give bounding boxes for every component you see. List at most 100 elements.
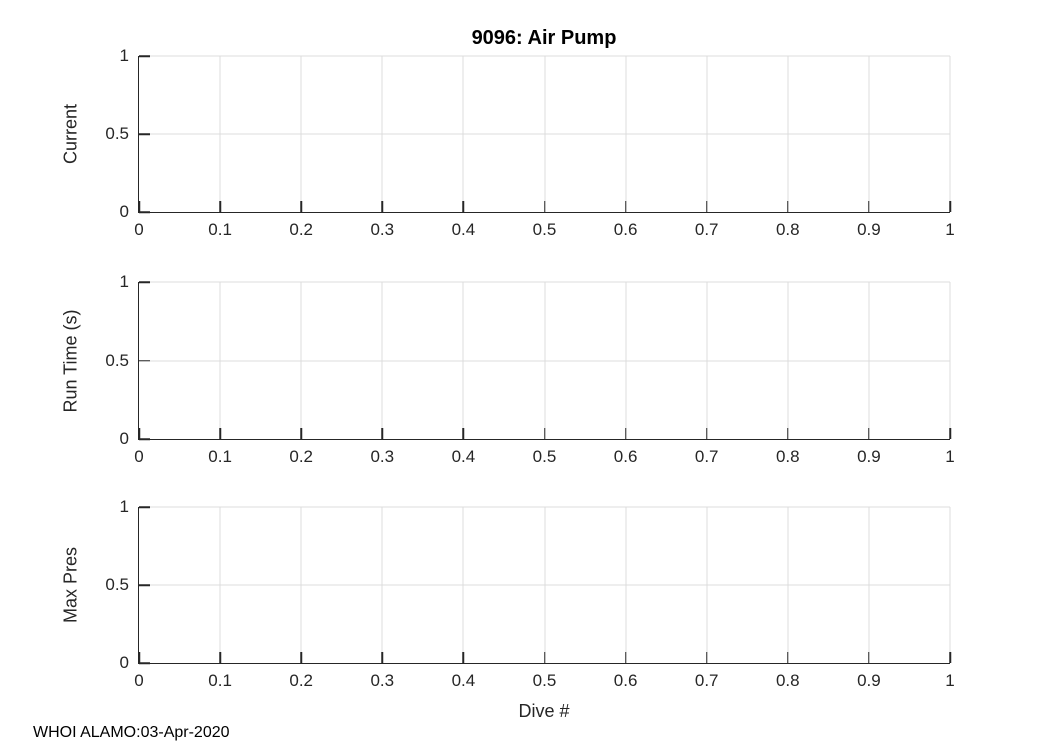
tick-mark [462,201,465,212]
tick-mark [705,652,708,663]
x-tick-label: 0 [134,671,144,690]
y-tick-label: 1 [119,497,129,516]
tick-mark [705,428,708,439]
x-tick-label: 0.3 [370,671,395,690]
y-tick-label: 0.5 [105,575,129,594]
subplot-current: 0 0.1 0.2 0.3 0.4 0.5 0.6 0.7 0.8 0.9 1 0 0.5 1 Curren… [61,46,955,239]
tick-mark [300,428,302,439]
footer-annotation: WHOI ALAMO:03-Apr-2020 [33,724,230,741]
x-tick-label: 0.8 [775,220,800,239]
x-tick-label: 0.4 [451,220,476,239]
tick-mark [949,428,951,439]
tick-mark [868,652,870,663]
x-tick-label: 0.2 [289,671,314,690]
gridline [139,360,950,361]
tick-mark [381,201,384,212]
x-tick-label: 0.1 [208,447,232,466]
x-tick-label: 0.5 [532,220,557,239]
x-tick-label: 1 [945,447,955,466]
x-tick-label: 0.7 [694,671,719,690]
x-tick-label: 0.8 [775,671,800,690]
tick-mark [787,428,789,439]
y-axis-label: Current [60,103,81,165]
x-tick-label: 1 [945,671,955,690]
tick-mark [138,652,140,663]
tick-mark [139,359,150,362]
tick-mark [138,201,140,212]
x-tick-label: 0.3 [370,220,395,239]
tick-mark [949,652,951,663]
x-tick-label: 0.9 [857,220,881,239]
x-tick-label: 0.7 [694,220,719,239]
tick-mark [543,428,546,439]
tick-mark [949,201,951,212]
subplot-max-pres: 0 0.1 0.2 0.3 0.4 0.5 0.6 0.7 0.8 0.9 1 0 0.5 1 Max Pr… [61,497,955,690]
x-tick-label: 0.5 [532,447,557,466]
y-tick-label: 0 [119,202,129,221]
x-tick-label: 0.2 [289,220,314,239]
x-tick-label: 0.9 [857,671,881,690]
tick-mark [624,652,627,663]
x-tick-label: 0.9 [857,447,881,466]
x-tick-label: 0.1 [208,671,232,690]
x-tick-label: 0.7 [694,447,719,466]
gridline [139,55,950,57]
gridline [139,281,950,283]
y-axis-label: Max Pres [60,546,81,624]
tick-mark [219,201,221,212]
gridline [949,282,951,439]
tick-mark [300,652,302,663]
y-axis-label: Run Time (s) [60,308,81,413]
y-tick-label: 0.5 [105,350,129,370]
tick-mark [543,201,546,212]
gridline [139,133,950,135]
y-tick-label: 1 [119,46,129,65]
tick-mark [139,281,150,283]
x-axis-label: Dive # [518,701,570,721]
tick-mark [219,652,221,663]
tick-mark [139,584,150,586]
tick-mark [624,428,627,439]
x-tick-label: 0.2 [289,447,314,466]
tick-mark [868,428,870,439]
gridline [949,56,951,212]
x-tick-label: 0.5 [532,671,557,690]
x-tick-label: 0.6 [613,447,638,466]
y-tick-label: 0 [119,653,129,672]
tick-mark [624,201,627,212]
tick-mark [139,662,150,664]
x-tick-label: 0 [134,447,144,466]
tick-mark [787,652,789,663]
x-tick-label: 0.4 [451,447,476,466]
x-tick-label: 0.3 [370,447,395,466]
y-tick-label: 0 [119,429,129,448]
y-tick-label: 0.5 [105,124,129,143]
figure-title: 9096: Air Pump [471,27,617,49]
x-tick-label: 1 [945,220,955,239]
tick-mark [219,428,221,439]
tick-mark [139,55,150,57]
tick-mark [300,201,302,212]
x-tick-label: 0.6 [613,671,638,690]
tick-mark [381,652,384,663]
tick-mark [139,211,150,213]
tick-mark [138,428,140,439]
tick-mark [787,201,789,212]
tick-mark [868,201,870,212]
tick-mark [462,428,465,439]
gridline [949,507,951,663]
tick-mark [543,652,546,663]
tick-mark [381,428,384,439]
x-tick-label: 0.6 [613,220,638,239]
tick-mark [139,506,150,508]
x-tick-label: 0.8 [775,447,800,466]
x-tick-label: 0.1 [208,220,232,239]
y-tick-label: 1 [119,272,129,291]
tick-mark [462,652,465,663]
subplot-run-time: 0 0.1 0.2 0.3 0.4 0.5 0.6 0.7 0.8 0.9 1 0 0.5 1 Run Ti… [61,272,955,466]
x-tick-label: 0.4 [451,671,476,690]
tick-mark [139,438,150,440]
tick-mark [139,133,150,135]
x-tick-label: 0 [134,220,144,239]
